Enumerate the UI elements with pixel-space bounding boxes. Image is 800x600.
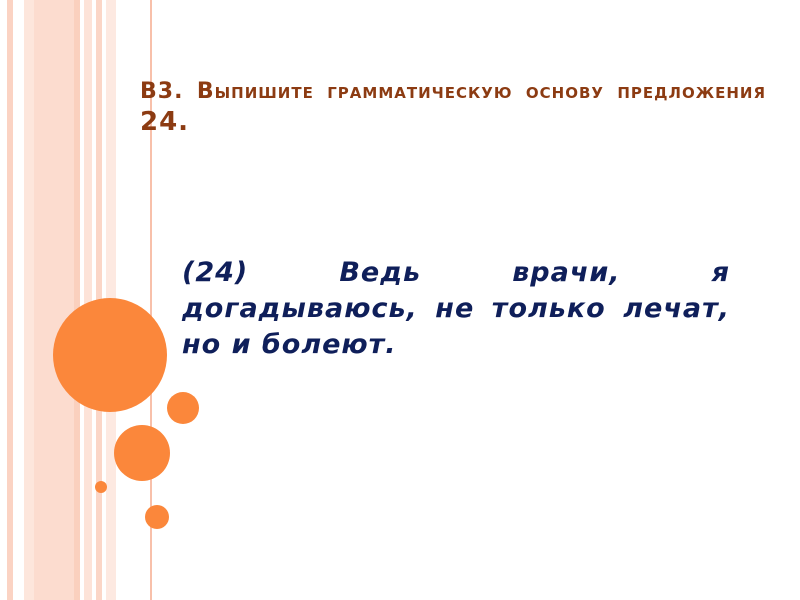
title-number: 24. [140, 107, 190, 137]
stripe [74, 0, 80, 600]
stripe [7, 0, 13, 600]
decorative-circle [53, 298, 167, 412]
title-text: В3. Выпишите грамматическую основу предл… [140, 79, 766, 104]
stripe [24, 0, 34, 600]
decorative-circle [167, 392, 199, 424]
stripe [34, 0, 74, 600]
decorative-circle [114, 425, 170, 481]
stripe [150, 0, 152, 600]
slide-body-text: (24) Ведь врачи, я догадываюсь, не тольк… [182, 257, 730, 360]
stripe [84, 0, 92, 600]
slide-title: В3. Выпишите грамматическую основу предл… [140, 76, 766, 139]
decorative-circle [145, 505, 169, 529]
decorative-circle [95, 481, 107, 493]
